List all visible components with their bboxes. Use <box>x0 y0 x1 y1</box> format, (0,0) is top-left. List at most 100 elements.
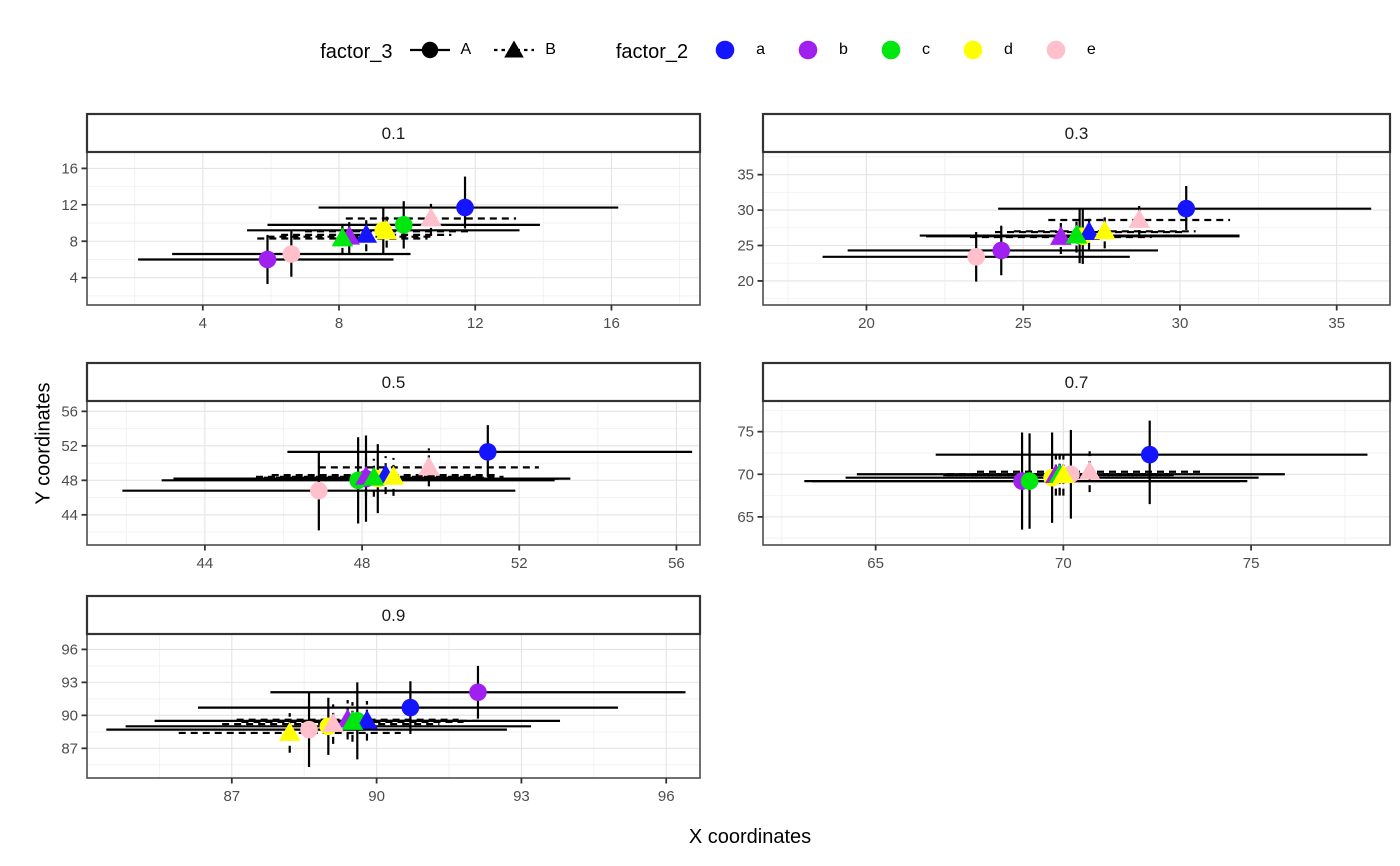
x-tick-label: 90 <box>368 788 385 805</box>
point-A-a <box>1177 199 1196 218</box>
dot-d-icon <box>963 40 983 59</box>
point-B-c <box>363 466 385 486</box>
point-A-a <box>401 698 420 717</box>
y-tick-label: 48 <box>61 472 78 489</box>
x-tick-label: 96 <box>658 788 675 805</box>
point-A-e <box>967 248 985 266</box>
x-tick-label: 70 <box>1055 555 1072 572</box>
x-tick-label: 8 <box>335 315 343 332</box>
point-B-c <box>341 710 364 730</box>
x-tick-label: 52 <box>511 555 528 572</box>
y-tick-label: 52 <box>61 438 78 455</box>
color-swatch-icon <box>1033 36 1079 64</box>
facet-panel-0.1: 0.1 4 8 12 16 4 8 12 16 <box>61 112 702 332</box>
point-B-a <box>356 709 378 729</box>
y-tick-label: 75 <box>737 424 754 441</box>
panel-background <box>87 152 700 305</box>
point-B-e <box>1128 209 1150 228</box>
circle-A-icon <box>409 41 450 58</box>
y-tick-label: 20 <box>737 273 754 290</box>
triangle-B-icon <box>494 40 535 57</box>
dot-b-icon <box>798 40 818 59</box>
facet-strip <box>761 361 1392 403</box>
y-tick-label: 96 <box>61 641 78 658</box>
legend-item-label: B <box>545 40 556 58</box>
point-A-a <box>1140 445 1159 464</box>
facet-strip-label: 0.7 <box>1065 373 1089 392</box>
point-B-a <box>1078 221 1100 240</box>
y-tick-label: 12 <box>61 197 78 214</box>
y-tick-label: 90 <box>61 707 78 724</box>
dot-c-icon <box>881 40 901 59</box>
y-tick-label: 56 <box>61 403 78 420</box>
point-B-b <box>1050 226 1072 245</box>
y-tick-label: 44 <box>61 507 78 524</box>
legend-title-factor-3: factor_3 <box>320 40 393 63</box>
x-tick-label: 87 <box>223 788 240 805</box>
point-B-d <box>278 721 301 741</box>
legend-item-factor_2-b: b <box>785 36 848 64</box>
triangle-dashed-icon <box>491 36 537 64</box>
point-B-a <box>355 223 378 243</box>
point-A-c <box>394 216 413 234</box>
facet-strip-label: 0.5 <box>382 373 406 392</box>
point-B-c <box>331 227 354 247</box>
legend-item-factor_3-B: B <box>491 36 556 64</box>
facet-panel-0.3: 0.3 20 25 30 35 20 25 30 35 <box>737 112 1392 332</box>
x-tick-label: 4 <box>199 315 207 332</box>
circle-solid-icon <box>407 36 453 64</box>
x-axis-title: X coordinates <box>688 826 812 848</box>
point-B-e <box>418 456 440 476</box>
point-B-d <box>375 220 398 240</box>
facet-panel-0.9: 0.9 87 90 93 96 87 90 93 96 <box>61 594 702 805</box>
x-tick-label: 48 <box>354 555 371 572</box>
y-tick-label: 35 <box>737 167 754 184</box>
facet-strip-label: 0.3 <box>1065 124 1089 143</box>
legend-item-factor_2-e: e <box>1033 36 1096 64</box>
x-tick-label: 20 <box>858 315 875 332</box>
y-tick-label: 70 <box>737 466 754 483</box>
point-A-e <box>310 481 328 500</box>
x-tick-label: 65 <box>867 555 884 572</box>
x-tick-label: 12 <box>467 315 484 332</box>
facet-strip <box>85 594 702 636</box>
point-A-b <box>258 250 277 269</box>
legend-item-label: b <box>839 40 848 58</box>
point-A-e <box>282 245 301 263</box>
x-tick-label: 75 <box>1243 555 1260 572</box>
legend-item-label: c <box>921 40 930 58</box>
legend-item-factor_3-A: A <box>407 36 471 64</box>
panel-background <box>87 634 700 778</box>
x-tick-label: 93 <box>513 788 530 805</box>
point-A-e <box>300 720 318 739</box>
legend-title-factor-2: factor_2 <box>615 40 689 63</box>
facet-strip <box>761 112 1392 154</box>
legend-item-factor_2-a: a <box>702 36 765 64</box>
point-A-b <box>992 241 1011 260</box>
point-B-c <box>1065 224 1088 244</box>
dot-a-icon <box>715 40 735 59</box>
x-tick-label: 35 <box>1328 315 1345 332</box>
color-swatch-icon <box>868 36 914 64</box>
point-B-d <box>1093 220 1116 240</box>
facet-strip <box>85 112 702 154</box>
color-swatch-icon <box>950 36 996 64</box>
x-tick-label: 16 <box>603 315 620 332</box>
facet-panel-0.5: 0.5 44 48 52 56 44 48 52 56 <box>61 361 702 572</box>
point-A-c <box>1020 472 1039 490</box>
x-tick-label: 44 <box>197 555 214 572</box>
x-tick-label: 56 <box>668 555 685 572</box>
facet-strip-label: 0.9 <box>382 606 406 625</box>
color-swatch-icon <box>785 36 831 64</box>
point-B-e <box>1078 460 1101 480</box>
point-B-e <box>322 713 344 733</box>
legend-item-label: a <box>756 40 766 58</box>
y-tick-label: 16 <box>61 160 78 177</box>
legend-item-label: e <box>1086 40 1096 58</box>
facet-strip-label: 0.1 <box>382 124 406 143</box>
y-tick-label: 8 <box>70 233 78 250</box>
legend-item-label: d <box>1003 40 1013 58</box>
